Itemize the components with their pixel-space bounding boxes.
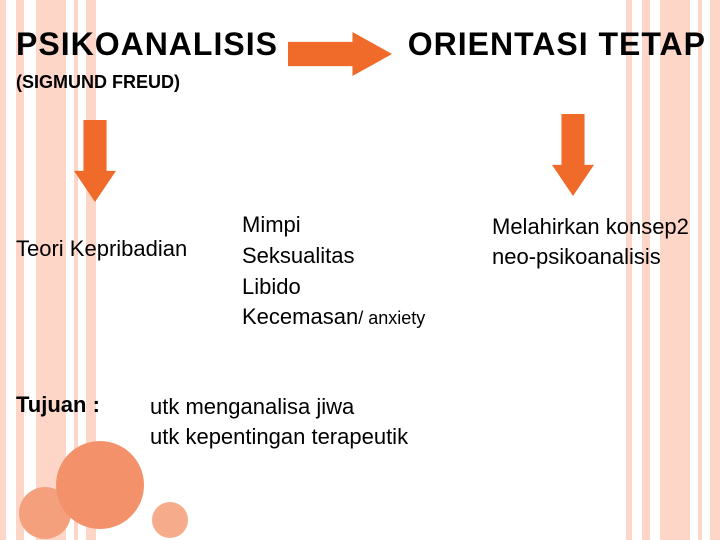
tujuan-label: Tujuan : bbox=[16, 392, 100, 418]
concept-anxiety-suffix: / anxiety bbox=[358, 308, 425, 328]
tujuan-line: utk kepentingan terapeutik bbox=[150, 422, 408, 452]
arrow-down-left-icon bbox=[74, 120, 116, 202]
dot-icon bbox=[152, 502, 188, 538]
slide: PSIKOANALISIS (SIGMUND FREUD) ORIENTASI … bbox=[0, 0, 720, 540]
concept-item: Libido bbox=[242, 272, 425, 303]
title-subtitle: (SIGMUND FREUD) bbox=[16, 72, 180, 93]
dot-icon bbox=[56, 441, 144, 529]
title-main: PSIKOANALISIS bbox=[16, 26, 278, 63]
arrow-right-icon bbox=[288, 32, 392, 76]
title-right: ORIENTASI TETAP bbox=[408, 26, 706, 63]
concepts-list: Mimpi Seksualitas Libido Kecemasan/ anxi… bbox=[242, 210, 425, 333]
neo-line: Melahirkan konsep2 bbox=[492, 212, 689, 242]
neo-block: Melahirkan konsep2 neo-psikoanalisis bbox=[492, 212, 689, 271]
tujuan-body: utk menganalisa jiwa utk kepentingan ter… bbox=[150, 392, 408, 451]
concept-item: Seksualitas bbox=[242, 241, 425, 272]
arrow-down-right-icon bbox=[552, 114, 594, 196]
concept-item: Kecemasan/ anxiety bbox=[242, 302, 425, 333]
teori-label: Teori Kepribadian bbox=[16, 236, 187, 262]
concept-anxiety-prefix: Kecemasan bbox=[242, 304, 358, 329]
tujuan-line: utk menganalisa jiwa bbox=[150, 392, 408, 422]
concept-item: Mimpi bbox=[242, 210, 425, 241]
neo-line: neo-psikoanalisis bbox=[492, 242, 689, 272]
